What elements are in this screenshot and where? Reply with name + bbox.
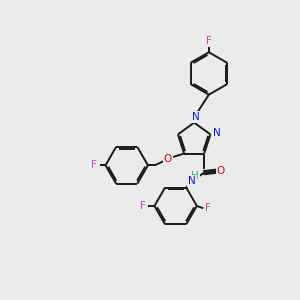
Text: O: O (164, 154, 172, 164)
Text: F: F (92, 160, 97, 170)
Text: N: N (192, 112, 200, 122)
Text: F: F (140, 201, 146, 211)
Text: F: F (205, 203, 211, 213)
Text: O: O (217, 166, 225, 176)
Text: N: N (188, 176, 196, 186)
Text: N: N (213, 128, 221, 138)
Text: H: H (191, 171, 199, 181)
Text: F: F (206, 36, 212, 46)
